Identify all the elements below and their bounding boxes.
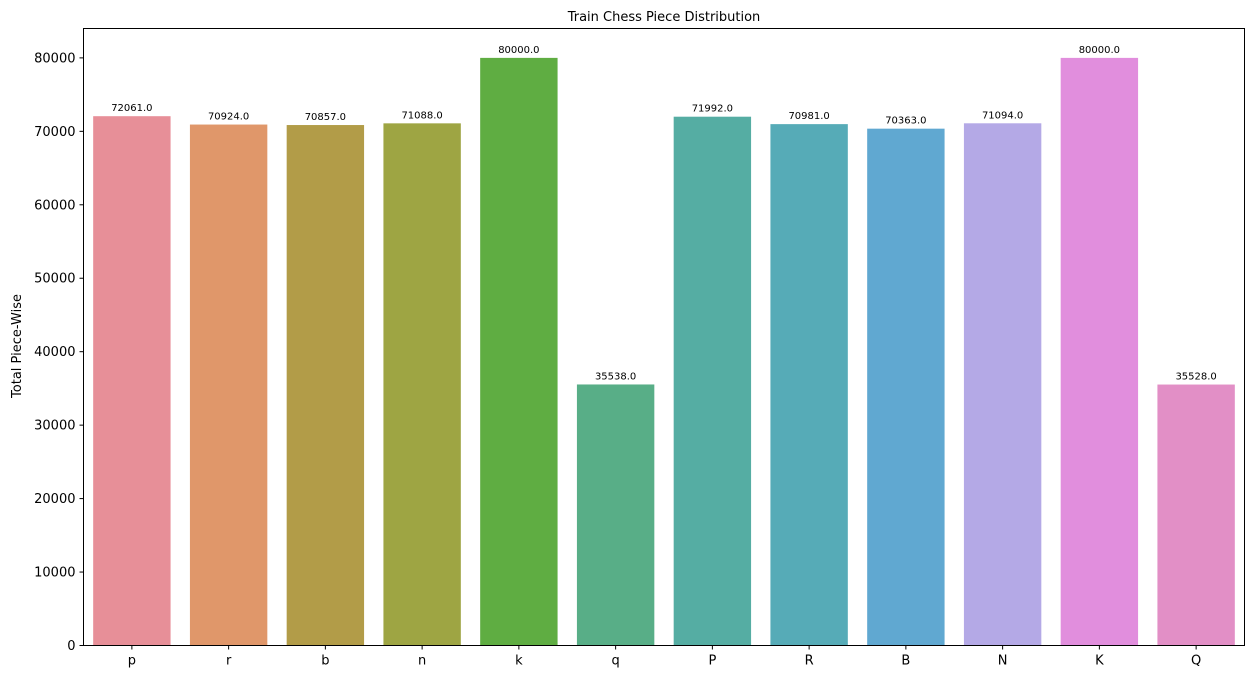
bar-K xyxy=(1060,57,1139,646)
bar-b xyxy=(286,125,365,646)
data-label-n: 71088.0 xyxy=(401,110,442,121)
y-tick-label: 60000 xyxy=(34,198,75,213)
data-label-N: 71094.0 xyxy=(982,110,1023,121)
x-tick-label-b: b xyxy=(321,654,329,669)
data-label-q: 35538.0 xyxy=(595,371,636,382)
data-label-r: 70924.0 xyxy=(208,112,249,123)
y-tick-label: 50000 xyxy=(34,272,75,287)
bar-B xyxy=(867,128,945,646)
x-tick-label-r: r xyxy=(226,654,232,669)
data-label-B: 70363.0 xyxy=(885,116,926,127)
bar-Q xyxy=(1157,384,1235,646)
bar-n xyxy=(383,123,461,646)
y-tick-label: 20000 xyxy=(34,492,75,507)
chart-title: Train Chess Piece Distribution xyxy=(567,10,761,25)
bars-group xyxy=(93,57,1235,646)
data-label-R: 70981.0 xyxy=(788,111,829,122)
data-label-k: 80000.0 xyxy=(498,45,539,56)
x-tick-label-R: R xyxy=(805,654,814,669)
x-tick-label-P: P xyxy=(708,654,716,669)
bar-P xyxy=(673,116,752,646)
x-tick-label-q: q xyxy=(611,654,619,669)
data-label-K: 80000.0 xyxy=(1079,45,1120,56)
data-label-b: 70857.0 xyxy=(305,112,346,123)
x-tick-label-p: p xyxy=(128,654,136,669)
y-tick-label: 40000 xyxy=(34,345,75,360)
data-label-Q: 35528.0 xyxy=(1175,372,1216,383)
y-tick-label: 10000 xyxy=(34,566,75,581)
y-axis-ticks: 0 10000 20000 30000 40000 50000 60000 70000 8000… xyxy=(34,51,84,654)
data-label-P: 71992.0 xyxy=(692,104,733,115)
x-tick-label-K: K xyxy=(1095,654,1104,669)
y-tick-label: 70000 xyxy=(34,125,75,140)
x-tick-label-Q: Q xyxy=(1191,654,1201,669)
bar-R xyxy=(770,124,848,646)
x-tick-label-N: N xyxy=(998,654,1008,669)
y-tick-label: 0 xyxy=(67,639,75,654)
data-labels-group: 72061.0 70924.0 70857.0 71088.0 80000.0 35538… xyxy=(111,45,1217,383)
x-tick-label-n: n xyxy=(418,654,426,669)
x-tick-label-B: B xyxy=(901,654,910,669)
data-label-p: 72061.0 xyxy=(111,103,152,114)
bar-p xyxy=(93,116,171,646)
y-tick-label: 80000 xyxy=(34,51,75,66)
y-tick-label: 30000 xyxy=(34,419,75,434)
y-axis-label: Total Piece-Wise xyxy=(10,294,25,399)
bar-r xyxy=(189,124,268,646)
plot-frame xyxy=(83,28,1245,646)
bar-N xyxy=(963,123,1042,646)
bar-k xyxy=(480,57,558,646)
x-tick-label-k: k xyxy=(515,654,523,669)
bar-q xyxy=(576,384,655,646)
